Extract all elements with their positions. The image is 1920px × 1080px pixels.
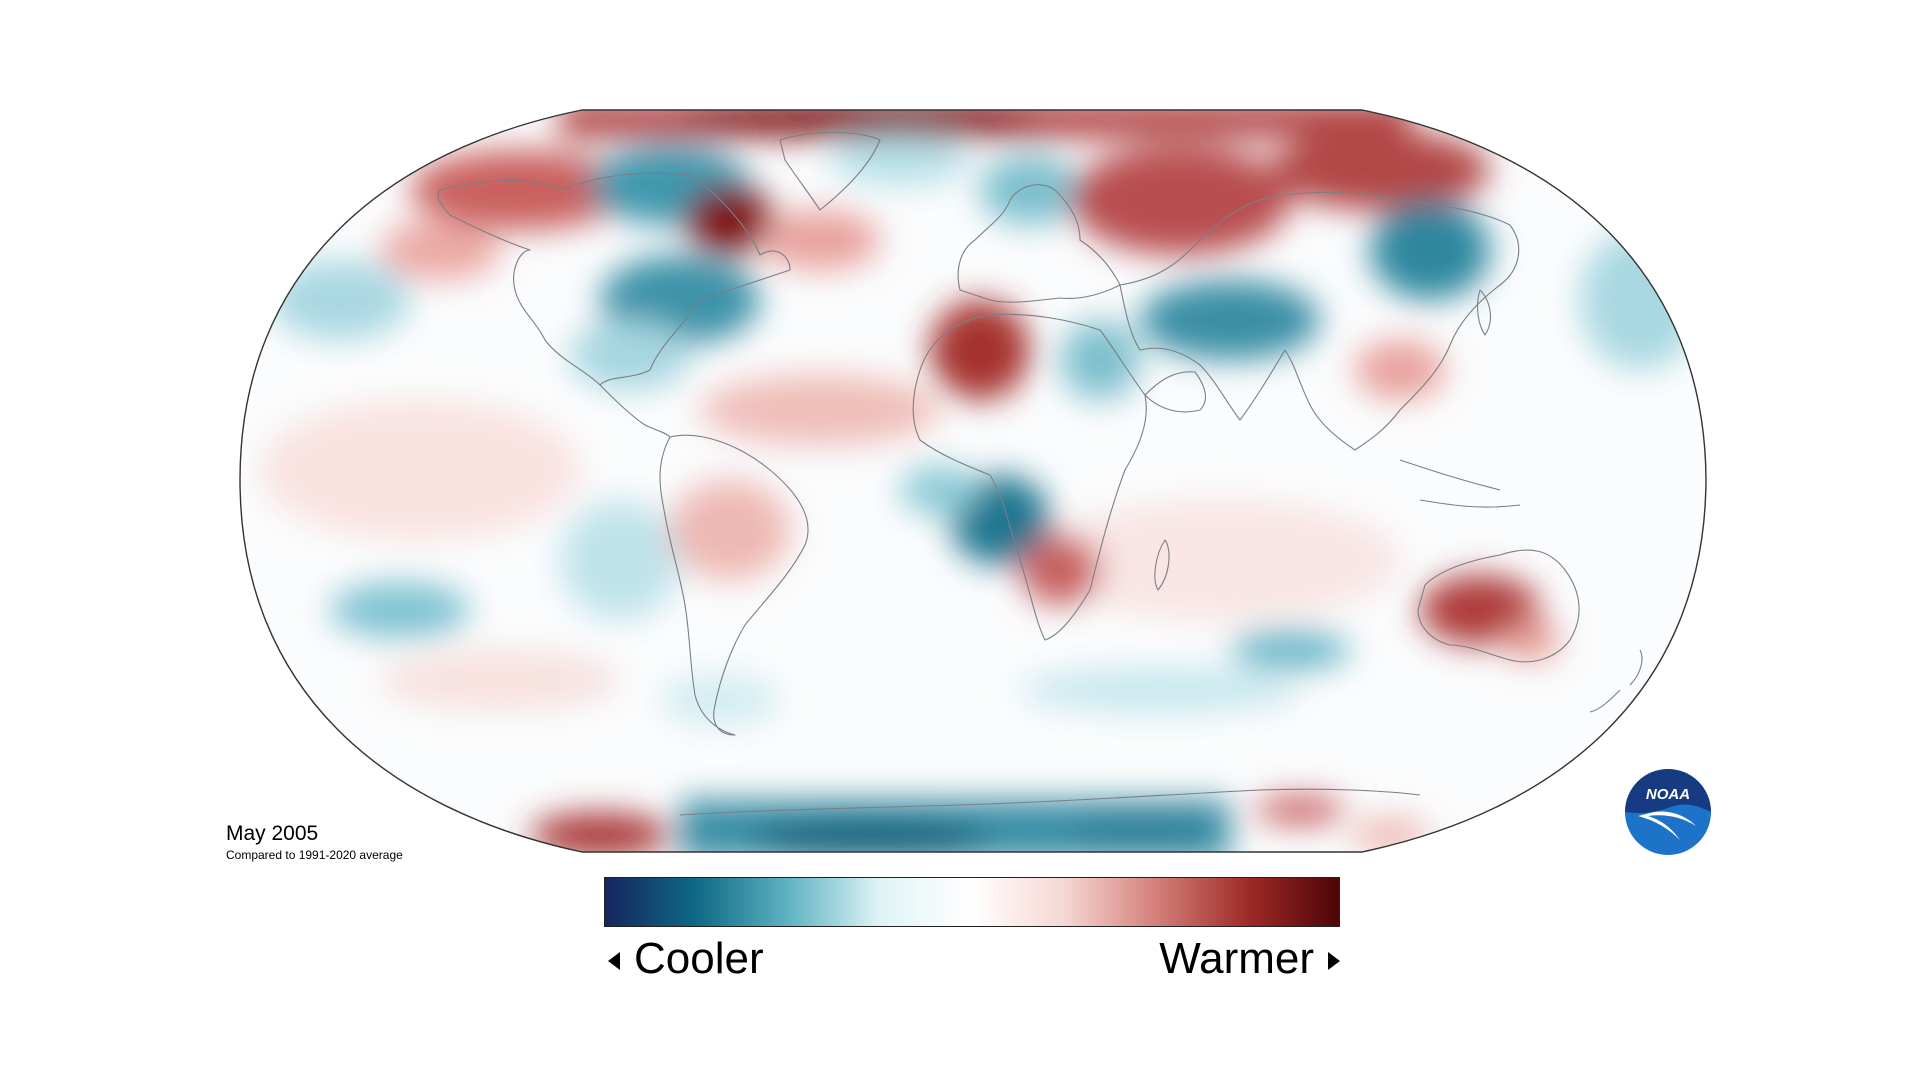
coast-asia (1119, 191, 1520, 451)
coast-madagascar (1154, 539, 1170, 591)
map-subtitle: Compared to 1991-2020 average (226, 848, 403, 862)
left-arrow-icon (608, 952, 620, 971)
coast-japan (1476, 289, 1491, 336)
warmer-label-group: Warmer (1159, 932, 1340, 986)
coast-new-zealand (1589, 649, 1643, 713)
map-title: May 2005 (226, 822, 319, 845)
coast-australia (1417, 549, 1580, 663)
coast-central-america (599, 384, 671, 438)
coast-north-america (437, 172, 791, 386)
coast-south-america (659, 434, 809, 736)
noaa-logo-text: NOAA (1646, 786, 1690, 803)
coast-greenland (779, 132, 881, 211)
coast-africa (912, 313, 1147, 641)
cooler-label: Cooler (634, 934, 764, 983)
coastlines (437, 132, 1643, 816)
cooler-label-group: Cooler (608, 932, 764, 986)
coast-indonesia (1399, 459, 1521, 508)
map-frame (239, 109, 1707, 853)
coast-europe (957, 184, 1121, 303)
warmer-label: Warmer (1159, 934, 1314, 983)
right-arrow-icon (1328, 952, 1340, 971)
anomaly-field (240, 110, 1706, 852)
noaa-logo: NOAA (1625, 769, 1711, 855)
color-scale-bar (604, 877, 1340, 927)
coast-antarctica (679, 788, 1421, 816)
coast-arabia (1144, 371, 1206, 413)
